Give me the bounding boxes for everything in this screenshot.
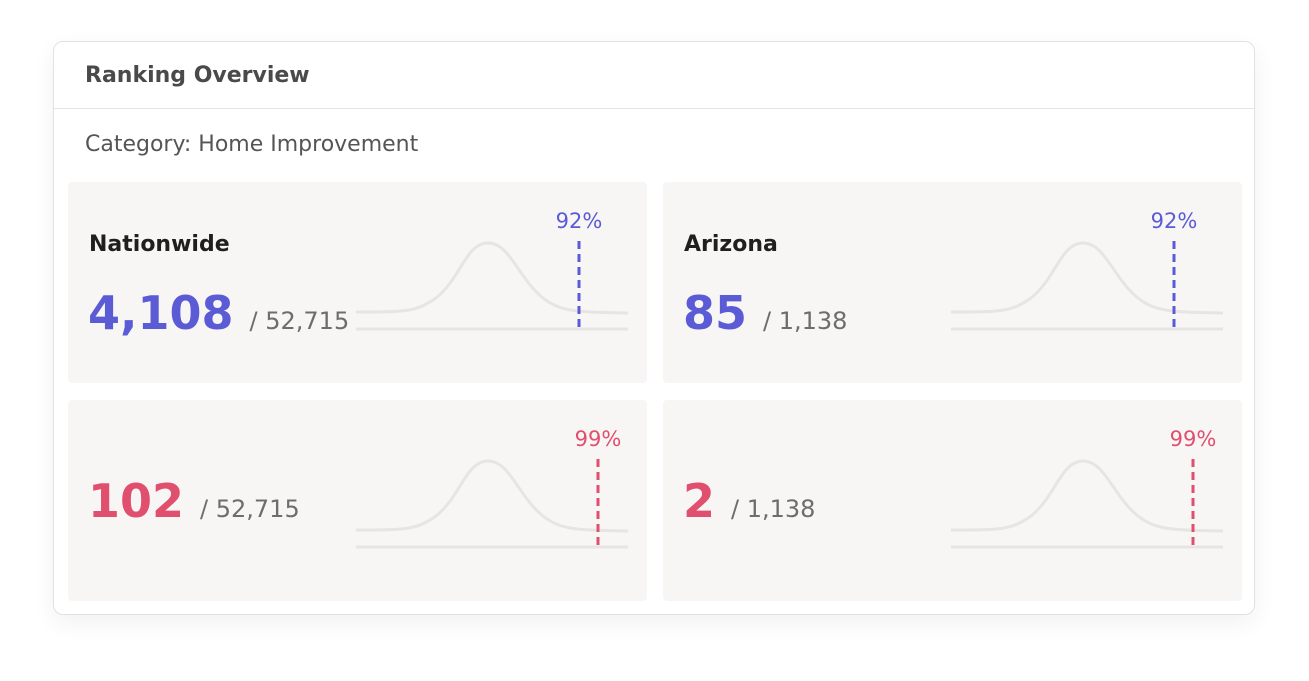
percentile-label: 92%	[556, 209, 603, 233]
distribution-curve	[356, 459, 628, 533]
ranking-card-nationwide-secondary: 102 / 52,715 99%	[68, 400, 647, 601]
percentile-label: 99%	[1170, 427, 1217, 451]
distribution-chart: 99%	[951, 427, 1223, 549]
rank-value-row: 2 / 1,138	[683, 478, 815, 524]
rank-value-row: 102 / 52,715	[88, 478, 300, 524]
card-title: Nationwide	[89, 232, 230, 257]
distribution-chart: 99%	[356, 427, 628, 549]
percentile-label: 92%	[1151, 209, 1198, 233]
rank-value: 4,108	[88, 286, 234, 340]
distribution-curve	[356, 241, 628, 315]
panel-header: Ranking Overview	[54, 42, 1254, 109]
distribution-curve	[951, 241, 1223, 315]
panel-title: Ranking Overview	[85, 62, 310, 88]
rank-total: / 1,138	[731, 495, 816, 523]
category-label: Category: Home Improvement	[85, 132, 419, 157]
ranking-card-arizona: Arizona 85 / 1,138 92%	[663, 182, 1242, 383]
rank-total: / 52,715	[200, 495, 300, 523]
distribution-chart: 92%	[356, 209, 628, 331]
rank-total: / 1,138	[763, 307, 848, 335]
ranking-card-nationwide: Nationwide 4,108 / 52,715 92%	[68, 182, 647, 383]
card-title: Arizona	[684, 232, 778, 257]
rank-value: 2	[683, 474, 716, 528]
rank-total: / 52,715	[249, 307, 350, 335]
rank-value: 102	[88, 474, 185, 528]
rank-value-row: 4,108 / 52,715	[88, 290, 349, 336]
ranking-overview-panel: Ranking Overview Category: Home Improvem…	[53, 41, 1255, 615]
distribution-chart: 92%	[951, 209, 1223, 331]
rank-value-row: 85 / 1,138	[683, 290, 847, 336]
ranking-card-arizona-secondary: 2 / 1,138 99%	[663, 400, 1242, 601]
percentile-label: 99%	[575, 427, 622, 451]
distribution-curve	[951, 459, 1223, 533]
rank-value: 85	[683, 286, 748, 340]
